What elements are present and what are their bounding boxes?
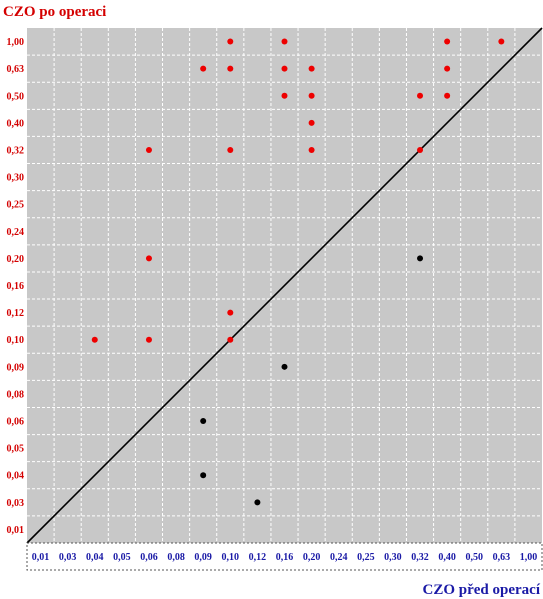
x-tick-label: 0,50	[465, 552, 483, 563]
x-tick-label: 0,20	[303, 552, 321, 563]
y-tick-label: 0,16	[7, 281, 25, 292]
y-tick-label: 0,05	[7, 444, 25, 455]
y-tick-label: 0,06	[7, 417, 25, 428]
diagonal-line	[26, 27, 543, 544]
x-tick-label: 0,30	[384, 552, 402, 563]
y-tick-labels: 1,00 0,63 0,50 0,40 0,32 0,30 0,25 0,24 0,20 0,16…	[7, 37, 25, 536]
data-point	[308, 119, 315, 126]
x-axis-band	[26, 542, 543, 571]
x-tick-labels: 0,01 0,03 0,04 0,05 0,06 0,08 0,09 0,10 0,12 0,16…	[32, 552, 537, 563]
data-point	[254, 499, 261, 506]
x-tick-label: 0,01	[32, 552, 50, 563]
data-point	[498, 38, 505, 45]
data-point	[145, 255, 152, 262]
data-point	[281, 38, 288, 45]
y-tick-label: 0,04	[7, 471, 25, 482]
y-tick-label: 0,12	[7, 308, 25, 319]
data-point	[417, 92, 424, 99]
y-tick-label: 0,25	[7, 200, 25, 211]
data-point	[227, 65, 234, 72]
y-tick-label: 0,63	[7, 64, 25, 75]
data-point	[200, 472, 207, 479]
grid	[27, 28, 542, 543]
y-tick-label: 0,08	[7, 389, 25, 400]
y-tick-label: 0,40	[7, 118, 25, 129]
y-tick-label: 0,03	[7, 498, 25, 509]
x-tick-label: 0,25	[357, 552, 375, 563]
data-point	[308, 92, 315, 99]
x-tick-label: 0,24	[330, 552, 348, 563]
x-tick-label: 0,03	[59, 552, 77, 563]
x-tick-label: 1,00	[520, 552, 538, 563]
data-point	[145, 336, 152, 343]
data-point	[227, 146, 234, 153]
x-tick-label: 0,09	[194, 552, 212, 563]
x-tick-label: 0,06	[140, 552, 158, 563]
x-tick-label: 0,32	[411, 552, 429, 563]
data-point	[91, 336, 98, 343]
y-tick-label: 0,10	[7, 335, 25, 346]
data-point	[145, 146, 152, 153]
x-tick-label: 0,08	[167, 552, 185, 563]
data-point	[227, 38, 234, 45]
y-tick-label: 0,24	[7, 227, 25, 238]
y-tick-label: 0,01	[7, 525, 25, 536]
data-point	[444, 92, 451, 99]
data-point	[200, 65, 207, 72]
data-point	[281, 65, 288, 72]
data-point	[444, 65, 451, 72]
x-axis-label: CZO před operací	[423, 582, 541, 598]
y-axis-label: CZO po operaci	[3, 4, 106, 20]
y-tick-label: 0,30	[7, 173, 25, 184]
data-point	[281, 363, 288, 370]
data-point	[227, 309, 234, 316]
x-tick-label: 0,40	[438, 552, 456, 563]
data-point	[227, 336, 234, 343]
x-tick-label: 0,16	[276, 552, 294, 563]
data-point	[444, 38, 451, 45]
y-tick-label: 0,09	[7, 362, 25, 373]
x-tick-label: 0,12	[249, 552, 267, 563]
y-tick-label: 1,00	[7, 37, 25, 48]
data-point	[308, 65, 315, 72]
data-point	[417, 255, 424, 262]
data-point	[417, 146, 424, 153]
data-points	[91, 38, 505, 506]
y-tick-label: 0,50	[7, 91, 25, 102]
y-tick-label: 0,20	[7, 254, 25, 265]
x-tick-label: 0,04	[86, 552, 104, 563]
data-point	[200, 418, 207, 425]
x-tick-label: 0,63	[493, 552, 511, 563]
data-point	[281, 92, 288, 99]
x-tick-label: 0,05	[113, 552, 131, 563]
data-point	[308, 146, 315, 153]
x-tick-label: 0,10	[222, 552, 240, 563]
y-tick-label: 0,32	[7, 145, 25, 156]
